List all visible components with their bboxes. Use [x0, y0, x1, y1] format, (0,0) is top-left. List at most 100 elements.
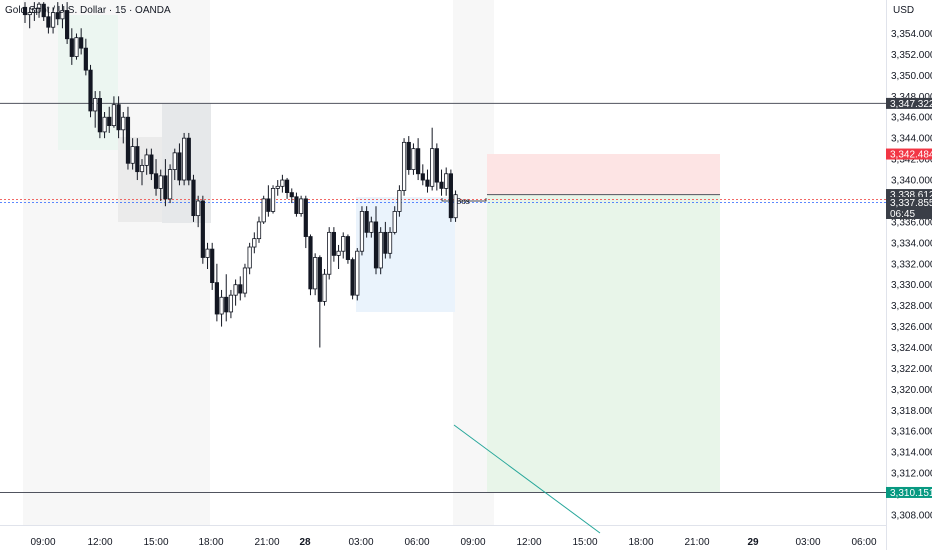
time-tick-label: 18:00 — [628, 537, 653, 548]
currency-label[interactable]: USD — [893, 5, 914, 16]
candle-body — [303, 198, 308, 237]
candle-body — [219, 296, 224, 315]
candle-body — [355, 250, 360, 296]
price-tick-label: 3,308.000 — [891, 510, 932, 521]
price-tick-label: 3,318.000 — [891, 406, 932, 417]
candle-body — [74, 37, 79, 57]
candle-body — [102, 116, 107, 133]
price-tick-label: 3,334.000 — [891, 238, 932, 249]
countdown-label: 06:45 — [890, 209, 915, 220]
price-tag — [886, 97, 932, 109]
candle-body — [383, 231, 388, 254]
candle-body — [158, 175, 163, 189]
price-tick-label: 3,328.000 — [891, 301, 932, 312]
time-tick-label: 03:00 — [348, 537, 373, 548]
price-tick-label: 3,326.000 — [891, 322, 932, 333]
candle-body — [233, 284, 238, 296]
candle-body — [453, 194, 458, 219]
time-axis[interactable]: 09:00 12:00 15:00 18:00 21:00 28 03:00 06:00 09:… — [30, 537, 876, 548]
price-tick-label: 3,312.000 — [891, 469, 932, 480]
candles-layer — [22, 2, 458, 348]
candle-body — [238, 284, 243, 294]
trend-line — [453, 424, 601, 534]
candle-body — [205, 248, 210, 258]
candle-body — [172, 152, 177, 170]
time-tick-label: 21:00 — [684, 537, 709, 548]
candle-body — [116, 104, 121, 131]
candle-body — [186, 137, 191, 181]
candle-body — [214, 282, 219, 315]
price-tick-label: 3,324.000 — [891, 343, 932, 354]
time-tick-label: 09:00 — [30, 537, 55, 548]
candle-body — [149, 154, 154, 175]
candle-body — [22, 6, 28, 16]
price-tag — [886, 196, 932, 219]
candle-body — [378, 231, 383, 269]
price-tick-label: 3,320.000 — [891, 385, 932, 396]
price-tick-label: 3,330.000 — [891, 280, 932, 291]
candle-body — [411, 148, 416, 170]
candle-body — [275, 185, 280, 189]
bos-line — [441, 197, 487, 202]
candle-body — [32, 7, 37, 13]
time-tick-label: 21:00 — [254, 537, 279, 548]
candle-body — [270, 188, 276, 212]
price-tags: 3,347.322 3,342.484 3,338.6123,337.85506:4… — [886, 97, 932, 499]
symbol-title: Gold Spot / U.S. Dollar · 15 · OANDA — [5, 5, 171, 16]
price-tick-label: 3,342.000 — [891, 155, 932, 166]
candle-body — [167, 169, 173, 200]
price-tag-label: 3,347.322 — [890, 99, 932, 110]
candle-body — [55, 12, 60, 20]
zones-layer — [58, 15, 720, 493]
candle-body — [182, 137, 187, 181]
candle-body — [247, 246, 252, 269]
time-tick-label: 18:00 — [198, 537, 223, 548]
candle-body — [46, 16, 51, 28]
candle-body — [331, 231, 336, 256]
price-tick-label: 3,332.000 — [891, 259, 932, 270]
candle-body — [434, 148, 439, 183]
price-tick-label: 3,322.000 — [891, 364, 932, 375]
candle-body — [191, 179, 196, 217]
stop-loss-zone — [487, 154, 720, 195]
price-tag — [886, 486, 932, 498]
candle-body — [228, 294, 234, 313]
time-tick-label: 03:00 — [795, 537, 820, 548]
candle-body — [294, 196, 299, 214]
price-axis[interactable]: 3,354.0003,352.0003,350.0003,348.0003,34… — [891, 29, 932, 521]
candle-body — [420, 173, 425, 181]
candle-body — [135, 146, 140, 173]
candle-body — [153, 173, 159, 189]
price-tick-label: 3,314.000 — [891, 448, 932, 459]
candle-body — [36, 3, 42, 9]
candle-body — [200, 200, 205, 258]
price-tag — [886, 148, 932, 160]
candle-body — [359, 211, 365, 252]
candle-body — [139, 164, 145, 173]
candle-body — [224, 296, 229, 313]
price-tick-label: 3,348.000 — [891, 92, 932, 103]
candle-body — [439, 181, 444, 189]
time-tick-label: 29 — [747, 537, 759, 548]
candle-body — [317, 257, 322, 302]
candle-body — [401, 141, 407, 191]
candle-body — [242, 267, 248, 294]
take-profit-zone — [487, 194, 720, 493]
price-tag-label: 3,337.855 — [890, 198, 932, 209]
candle-body — [252, 238, 257, 248]
candle-body — [322, 273, 327, 302]
time-tick-label: 06:00 — [404, 537, 429, 548]
price-tick-label: 3,340.000 — [891, 176, 932, 187]
price-tick-label: 3,354.000 — [891, 29, 932, 40]
price-tag-label: 3,310.151 — [890, 488, 932, 499]
candle-body — [177, 152, 182, 181]
time-tick-label: 15:00 — [143, 537, 168, 548]
candle-body — [121, 116, 126, 131]
candle-body — [327, 231, 332, 275]
candle-body — [111, 104, 117, 127]
candle-body — [289, 192, 294, 198]
time-tick-label: 28 — [299, 537, 311, 548]
